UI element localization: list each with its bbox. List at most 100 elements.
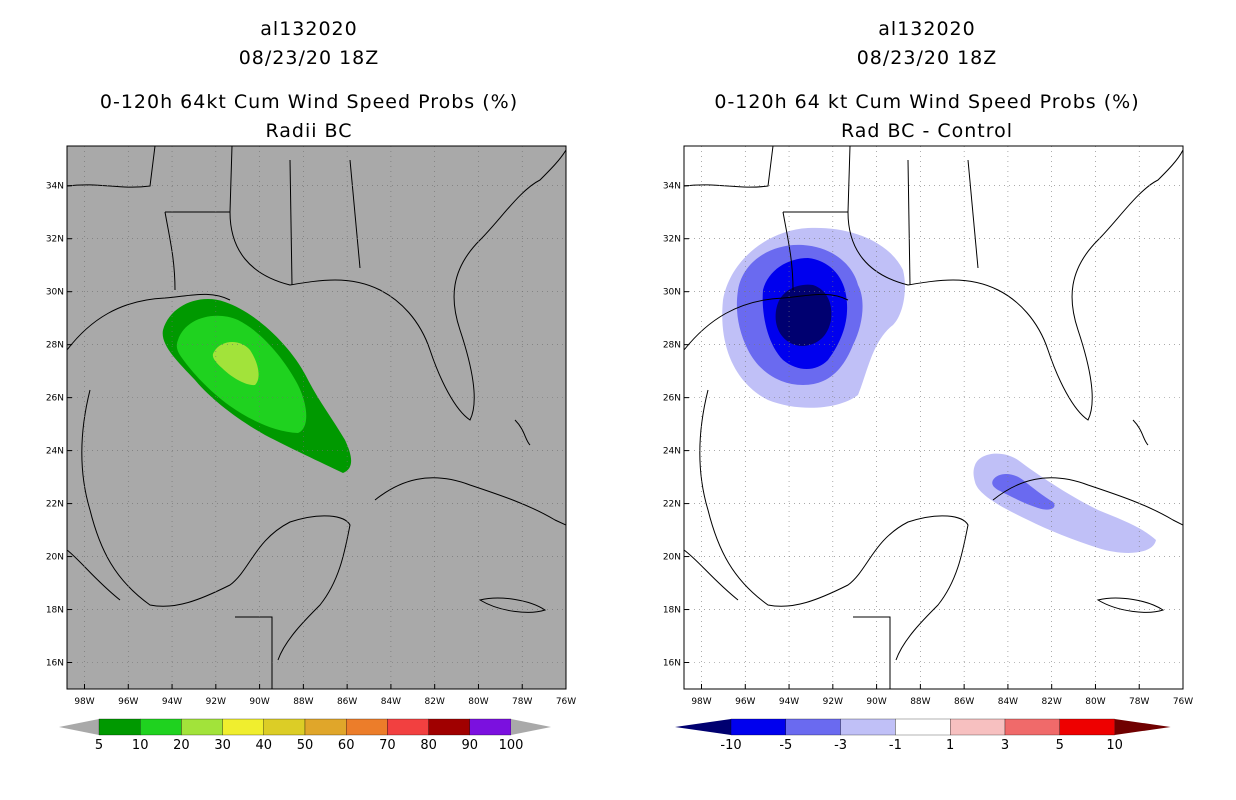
lon-label: 98W [74, 697, 94, 707]
colorbar-box [469, 718, 512, 736]
left-coastlines [67, 146, 566, 689]
lon-label: 86W [954, 697, 974, 707]
lat-label: 34N [663, 182, 681, 192]
lon-label: 84W [998, 697, 1018, 707]
colorbar-label: 5 [95, 738, 103, 753]
colorbar-over-triangle [511, 719, 551, 735]
lat-label: 32N [663, 235, 681, 245]
lat-label: 22N [46, 500, 64, 510]
colorbar-box [428, 718, 470, 736]
lon-label: 90W [866, 697, 886, 707]
colorbar-label: 50 [297, 738, 314, 753]
lon-label: 90W [249, 697, 269, 707]
lat-label: 16N [663, 659, 681, 669]
colorbar-label: -1 [889, 738, 902, 753]
right-map-panel: al132020 08/23/20 18Z 0-120h 64 kt Cum W… [618, 0, 1236, 800]
colorbar-label: 1 [946, 738, 954, 753]
lon-label: 92W [206, 697, 226, 707]
colorbar-label: 60 [338, 738, 355, 753]
lat-label: 18N [46, 606, 64, 616]
colorbar-label: -5 [779, 738, 792, 753]
right-colorbar: -10 -5 -3 -1 1 3 5 10 [675, 718, 1171, 753]
right-lon-labels: 98W 96W 94W 92W 90W 88W 86W 84W 82W 80W 78W 76W [691, 684, 1193, 707]
lon-label: 88W [293, 697, 313, 707]
colorbar-under-triangle [675, 719, 731, 735]
right-product-title: 0-120h 64 kt Cum Wind Speed Probs (%) [714, 91, 1140, 113]
lat-label: 32N [46, 235, 64, 245]
colorbar-box [730, 718, 786, 736]
lon-label: 98W [691, 697, 711, 707]
right-subtitle: Rad BC - Control [840, 120, 1014, 142]
right-grid [684, 146, 1183, 689]
left-grid [67, 146, 566, 689]
lon-label: 80W [468, 697, 488, 707]
colorbar-box [1004, 718, 1060, 736]
lat-label: 28N [46, 341, 64, 351]
colorbar-label: 5 [1056, 738, 1064, 753]
left-map-panel: al132020 08/23/20 18Z 0-120h 64kt Cum Wi… [46, 18, 576, 753]
colorbar-box [181, 718, 223, 736]
colorbar-box [222, 718, 264, 736]
lat-label: 26N [46, 394, 64, 404]
colorbar-over-triangle [1114, 719, 1171, 735]
lon-label: 88W [910, 697, 930, 707]
left-product-title: 0-120h 64kt Cum Wind Speed Probs (%) [99, 91, 519, 113]
lat-label: 16N [46, 659, 64, 669]
colorbar-label: 70 [379, 738, 396, 753]
colorbar-box [140, 718, 182, 736]
colorbar-box [304, 718, 347, 736]
colorbar-box [98, 718, 141, 736]
colorbar-box [895, 718, 951, 736]
lon-label: 84W [381, 697, 401, 707]
left-map: 34N 32N 30N 28N 26N 24N 22N 20N 18N 16N 98W 96W 94W… [46, 145, 576, 753]
colorbar-label: 100 [499, 738, 524, 753]
colorbar-box [387, 718, 429, 736]
colorbar-label: 80 [420, 738, 437, 753]
right-datetime: 08/23/20 18Z [856, 47, 998, 69]
colorbar-under-triangle [59, 719, 99, 735]
right-map: 34N 32N 30N 28N 26N 24N 22N 20N 18N 16N 98W 96W 94W… [663, 145, 1193, 753]
colorbar-label: 30 [214, 738, 231, 753]
left-storm-id: al132020 [260, 18, 358, 40]
colorbar-box [1059, 718, 1115, 736]
colorbar-label: -10 [720, 738, 741, 753]
colorbar-label: -3 [834, 738, 847, 753]
right-coastlines [684, 146, 1183, 689]
colorbar-label: 90 [462, 738, 479, 753]
lon-label: 76W [556, 697, 576, 707]
lon-label: 76W [1173, 697, 1193, 707]
lat-label: 22N [663, 500, 681, 510]
lat-label: 18N [663, 606, 681, 616]
colorbar-label: 10 [132, 738, 149, 753]
diff-contour-cuba-minus3 [992, 474, 1055, 510]
lat-label: 30N [46, 288, 64, 298]
colorbar-box [346, 718, 388, 736]
right-map-background [684, 146, 1183, 689]
lon-label: 82W [425, 697, 445, 707]
lon-label: 86W [337, 697, 357, 707]
lon-label: 94W [162, 697, 182, 707]
lat-label: 30N [663, 288, 681, 298]
lon-label: 78W [1129, 697, 1149, 707]
diff-contour-minus10 [775, 284, 832, 346]
lon-label: 92W [823, 697, 843, 707]
lat-label: 26N [663, 394, 681, 404]
lat-label: 24N [663, 447, 681, 457]
colorbar-box [785, 718, 841, 736]
left-lat-labels: 34N 32N 30N 28N 26N 24N 22N 20N 18N 16N [46, 182, 72, 669]
left-colorbar: 5 10 20 30 40 50 60 70 80 90 100 [59, 718, 551, 753]
lat-label: 20N [46, 553, 64, 563]
lon-label: 80W [1085, 697, 1105, 707]
lat-label: 34N [46, 182, 64, 192]
colorbar-label: 20 [173, 738, 190, 753]
lat-label: 24N [46, 447, 64, 457]
lon-label: 82W [1042, 697, 1062, 707]
right-lat-labels: 34N 32N 30N 28N 26N 24N 22N 20N 18N 16N [663, 182, 689, 669]
colorbar-box [263, 718, 306, 736]
colorbar-label: 3 [1001, 738, 1009, 753]
left-lon-labels: 98W 96W 94W 92W 90W 88W 86W 84W 82W 80W 78W 76W [74, 684, 576, 707]
lon-label: 94W [779, 697, 799, 707]
lat-label: 20N [663, 553, 681, 563]
lon-label: 96W [118, 697, 138, 707]
lat-label: 28N [663, 341, 681, 351]
